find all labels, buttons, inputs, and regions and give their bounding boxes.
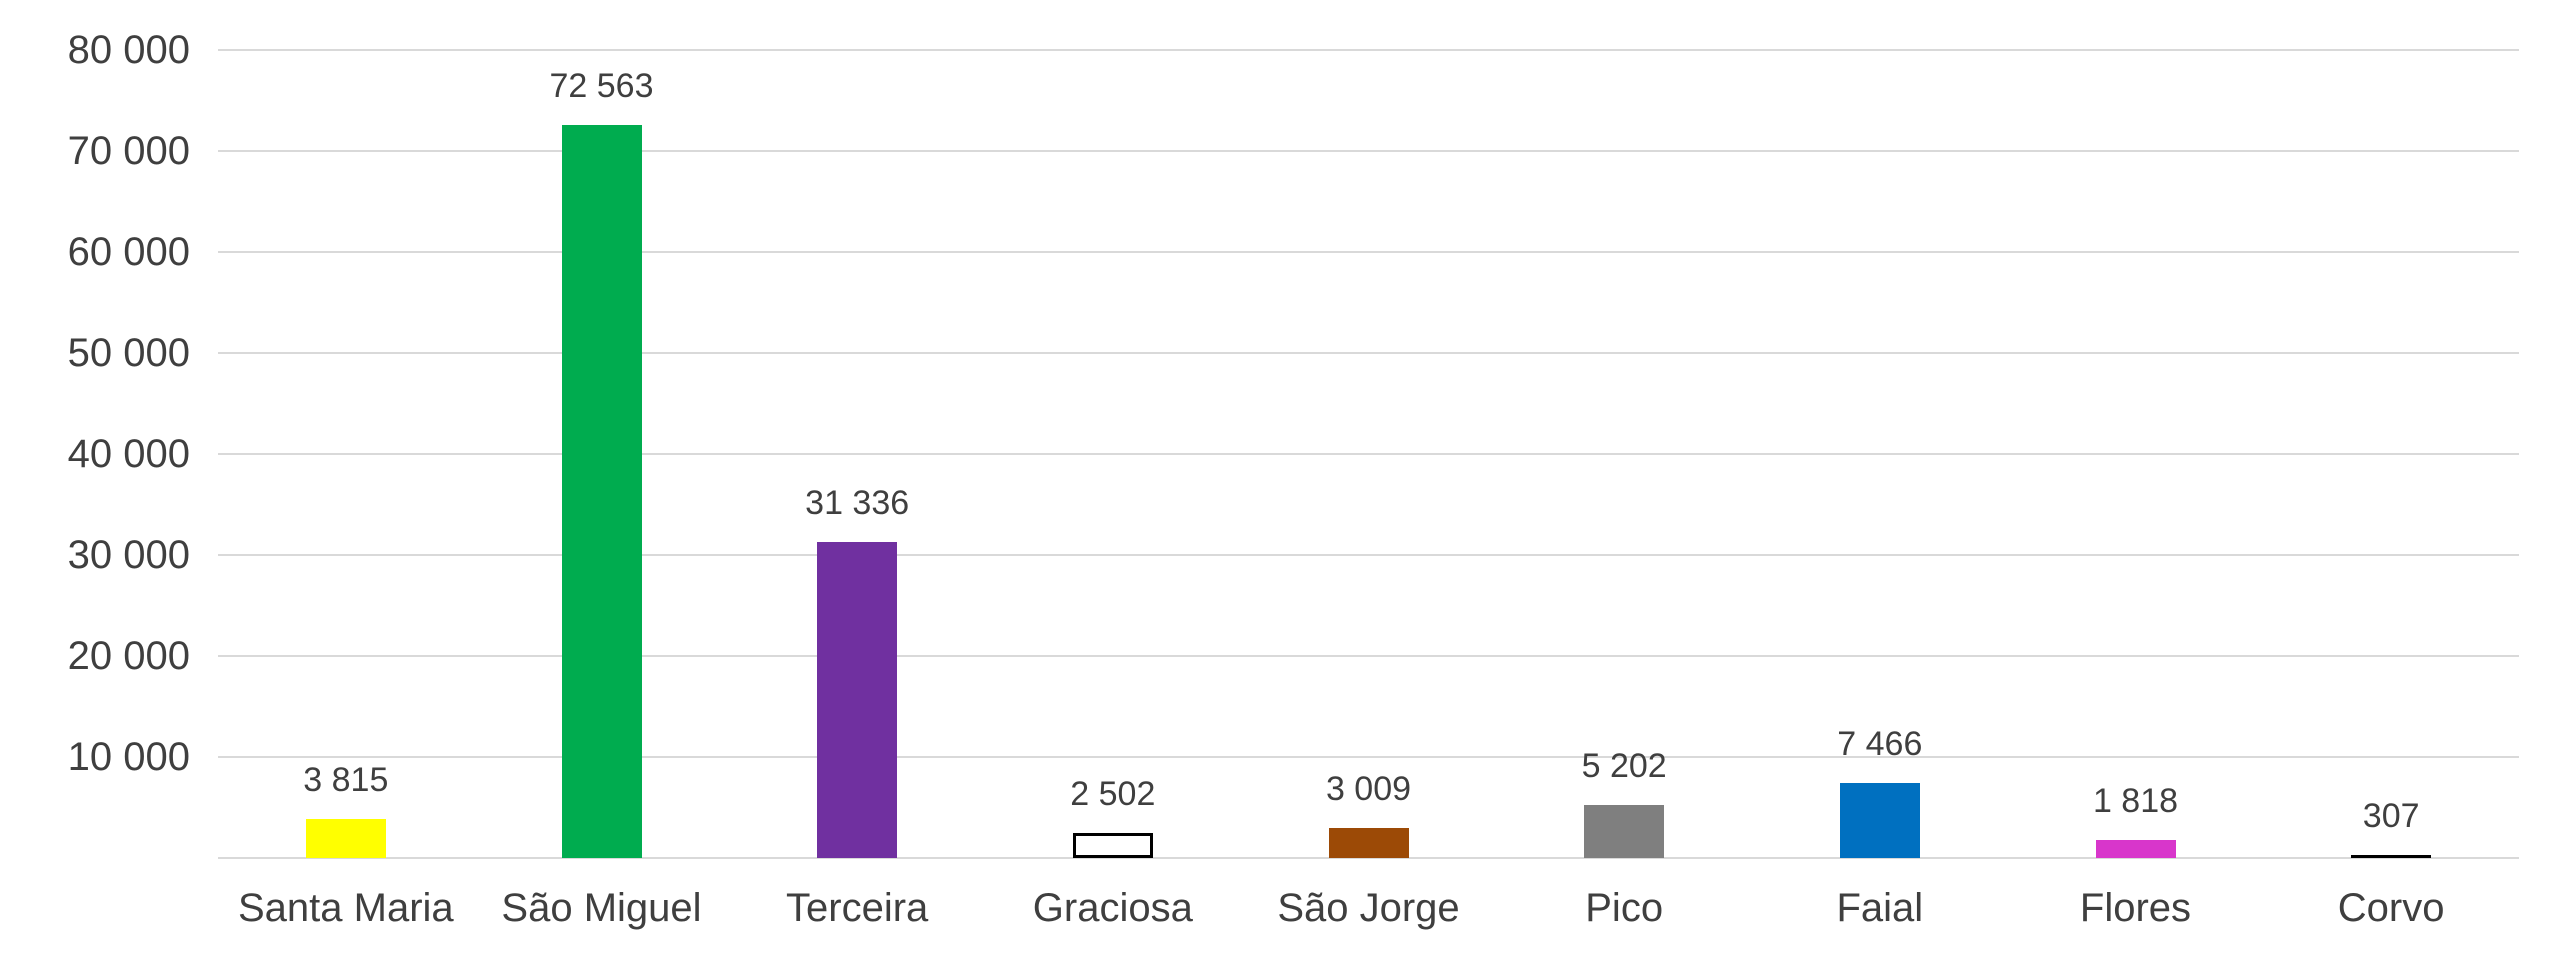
y-tick-label: 10 000 xyxy=(67,735,190,779)
x-category-label-pico: Pico xyxy=(1585,886,1664,930)
x-category-label-terceira: Terceira xyxy=(786,886,929,930)
gridline xyxy=(218,251,2519,253)
x-category-label-corvo: Corvo xyxy=(2337,886,2445,930)
y-tick-label: 40 000 xyxy=(67,432,190,476)
data-label-corvo: 307 xyxy=(2362,797,2420,835)
bar-faial xyxy=(1839,783,1920,858)
gridline xyxy=(218,756,2519,758)
bar-são-jorge xyxy=(1328,828,1409,858)
bar-flores xyxy=(2095,840,2176,858)
data-label-graciosa: 2 502 xyxy=(1070,775,1156,813)
x-category-label-são-jorge: São Jorge xyxy=(1277,886,1460,930)
gridline xyxy=(218,352,2519,354)
data-label-flores: 1 818 xyxy=(2092,782,2179,820)
x-category-label-faial: Faial xyxy=(1836,886,1924,930)
y-tick-label: 30 000 xyxy=(67,533,190,577)
bar-santa-maria xyxy=(305,819,386,858)
data-label-são-jorge: 3 009 xyxy=(1325,770,1412,808)
data-label-faial: 7 466 xyxy=(1837,725,1923,763)
bar-pico xyxy=(1584,805,1665,858)
y-tick-label: 80 000 xyxy=(67,28,190,72)
y-tick-label: 70 000 xyxy=(67,129,190,173)
gridline xyxy=(218,554,2519,556)
data-label-santa-maria: 3 815 xyxy=(303,761,389,799)
bar-corvo xyxy=(2351,855,2432,858)
x-category-label-santa-maria: Santa Maria xyxy=(237,886,454,930)
gridline xyxy=(218,857,2519,859)
y-tick-label: 20 000 xyxy=(67,634,190,678)
x-category-label-são-miguel: São Miguel xyxy=(501,886,702,930)
gridline xyxy=(218,655,2519,657)
bar-são-miguel xyxy=(561,125,642,858)
data-label-terceira: 31 336 xyxy=(805,484,910,522)
x-category-label-graciosa: Graciosa xyxy=(1032,886,1193,930)
gridline xyxy=(218,150,2519,152)
plot-area: 3 815 72 563 31 336 2 502 3 009 5 202 7 466 1 8… xyxy=(218,49,2519,859)
data-label-são-miguel: 72 563 xyxy=(549,67,654,105)
x-axis-labels: Santa Maria São Miguel Terceira Graciosa São… xyxy=(218,884,2519,936)
x-category-label-flores: Flores xyxy=(2079,886,2192,930)
y-tick-label: 50 000 xyxy=(67,331,190,375)
bar-graciosa xyxy=(1072,833,1153,858)
y-tick-label: 60 000 xyxy=(67,230,190,274)
gridline xyxy=(218,453,2519,455)
gridline xyxy=(218,49,2519,51)
data-label-pico: 5 202 xyxy=(1581,747,1667,785)
y-axis-labels: 10 000 20 000 30 000 40 000 50 000 60 000 70 0… xyxy=(0,28,190,858)
bar-terceira xyxy=(817,542,898,858)
